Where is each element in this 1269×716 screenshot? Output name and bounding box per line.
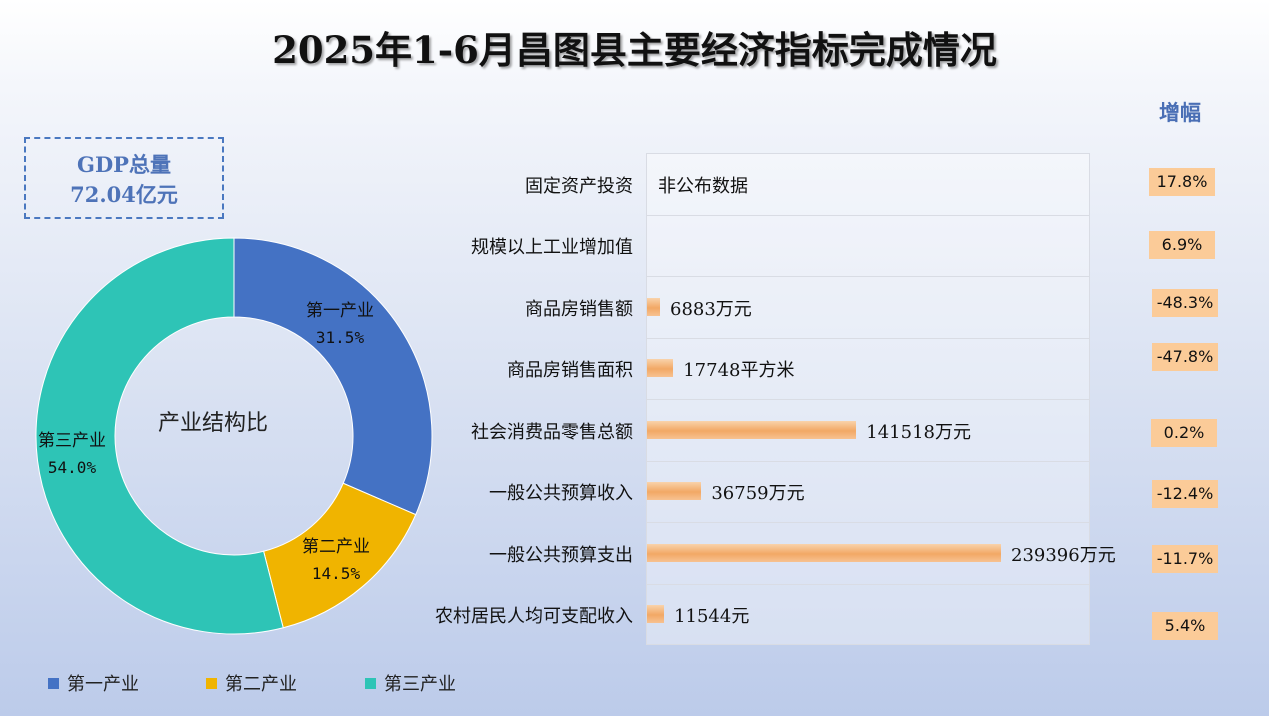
bar-value-label: 非公布数据 (658, 175, 748, 197)
increase-rate-badge: 0.2% (1151, 419, 1217, 447)
category-label: 农村居民人均可支配收入 (435, 606, 633, 628)
bar-value-label: 141518万元 (866, 421, 971, 443)
category-label: 规模以上工业增加值 (471, 237, 633, 259)
category-label: 一般公共预算收入 (489, 483, 633, 505)
increase-rate-badge: 6.9% (1149, 231, 1215, 259)
bar (647, 543, 1001, 562)
gdp-total-value: 72.04亿元 (70, 182, 178, 207)
category-label: 商品房销售面积 (507, 360, 633, 382)
bar (647, 605, 665, 624)
increase-rate-badge: -12.4% (1152, 480, 1218, 508)
legend-item-secondary: 第二产业 (206, 670, 297, 696)
legend-item-primary: 第一产业 (48, 670, 139, 696)
row-divider (646, 399, 1090, 400)
row-divider (646, 583, 1090, 585)
row-divider (646, 522, 1090, 523)
slice-label-primary: 第一产业 (306, 301, 374, 321)
increase-rate-badge: -47.8% (1152, 343, 1218, 371)
increase-rate-badge: 5.4% (1152, 612, 1218, 640)
category-label: 社会消费品零售总额 (471, 421, 633, 443)
row-divider (646, 276, 1090, 277)
legend-swatch-primary (48, 678, 59, 689)
legend-label-primary: 第一产业 (67, 674, 139, 695)
increase-rate-badge: -48.3% (1152, 289, 1218, 317)
category-label: 一般公共预算支出 (489, 544, 633, 566)
legend-item-tertiary: 第三产业 (365, 670, 456, 696)
legend-swatch-tertiary (365, 678, 376, 689)
legend-swatch-secondary (206, 678, 217, 689)
page-title: 2025年1-6月昌图县主要经济指标完成情况 (272, 28, 997, 72)
category-label: 固定资产投资 (525, 175, 633, 197)
gdp-total-label: GDP总量 (77, 152, 171, 177)
increase-rate-badge: 17.8% (1149, 168, 1215, 196)
slice-label-tertiary: 第三产业 (38, 431, 106, 451)
row-divider (646, 337, 1090, 339)
bar-value-label: 239396万元 (1011, 544, 1116, 566)
slice-label-secondary: 第二产业 (302, 537, 370, 557)
donut-center-label: 产业结构比 (158, 411, 268, 436)
row-divider (646, 460, 1090, 462)
bar-value-label: 6883万元 (670, 298, 752, 320)
slice-value-secondary: 14.5% (312, 564, 361, 583)
bar (647, 297, 660, 316)
row-divider (646, 214, 1090, 216)
donut-slice-tertiary (35, 237, 284, 635)
increase-rate-header: 增幅 (1159, 100, 1201, 125)
gdp-total-box: GDP总量 72.04亿元 (24, 137, 224, 219)
slice-value-tertiary: 54.0% (48, 458, 97, 477)
bar-value-label: 11544元 (674, 606, 750, 628)
increase-rate-badge: -11.7% (1152, 545, 1218, 573)
category-label: 商品房销售额 (525, 298, 633, 320)
bar (647, 420, 857, 439)
slice-value-primary: 31.5% (316, 328, 365, 347)
bar-value-label: 36759万元 (711, 483, 805, 505)
bar-value-label: 17748平方米 (683, 360, 795, 382)
bar (647, 482, 702, 501)
industry-structure-donut-chart: 第一产业 31.5% 第二产业 14.5% 第三产业 54.0% 产业结构比 (35, 237, 433, 635)
bar (647, 359, 674, 378)
donut-slice-primary (233, 237, 433, 516)
legend-label-secondary: 第二产业 (225, 674, 297, 695)
legend-label-tertiary: 第三产业 (384, 674, 456, 695)
